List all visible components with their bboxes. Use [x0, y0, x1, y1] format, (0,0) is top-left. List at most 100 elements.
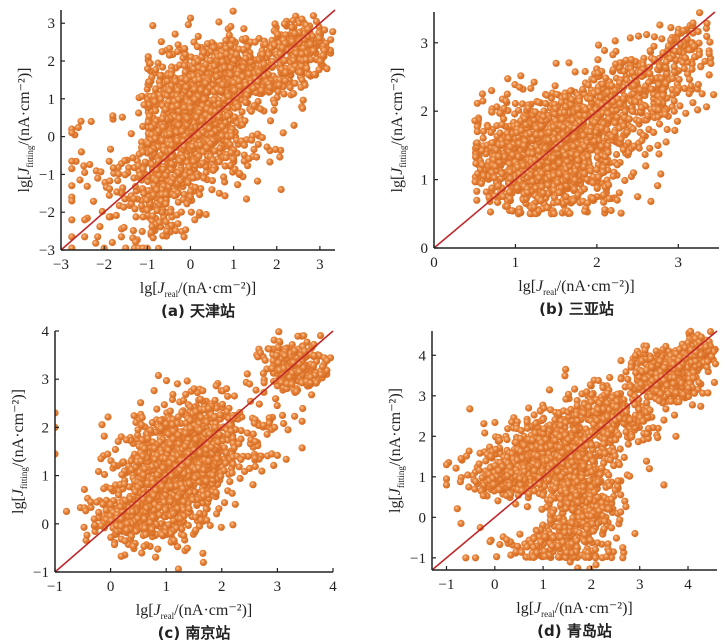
- scatter-point: [529, 178, 537, 186]
- scatter-point: [200, 95, 208, 103]
- scatter-point: [471, 178, 479, 186]
- scatter-point: [195, 75, 203, 83]
- scatter-point: [636, 69, 645, 77]
- scatter-point: [655, 98, 663, 106]
- scatter-point: [535, 147, 543, 155]
- scatter-point: [280, 20, 288, 28]
- scatter-point: [111, 445, 119, 454]
- scatter-point: [584, 81, 592, 89]
- scatter-point: [300, 35, 308, 44]
- scatter-point: [212, 382, 220, 390]
- scatter-point: [496, 109, 504, 117]
- scatter-point: [210, 44, 218, 52]
- scatter-point: [485, 193, 493, 201]
- scatter-point: [509, 151, 517, 159]
- scatter-point: [515, 83, 524, 91]
- scatter-point: [203, 40, 212, 48]
- scatter-point: [292, 49, 300, 57]
- scatter-point: [323, 65, 331, 73]
- scatter-point: [112, 211, 120, 219]
- scatter-point: [219, 81, 227, 89]
- scatter-point: [703, 19, 711, 27]
- scatter-point: [550, 135, 558, 144]
- scatter-point: [549, 154, 557, 162]
- scatter-point: [494, 182, 502, 190]
- scatter-point: [295, 39, 303, 48]
- scatter-point: [181, 171, 189, 179]
- scatter-point: [502, 97, 510, 105]
- scatter-point: [223, 50, 231, 58]
- scatter-point: [696, 9, 704, 17]
- scatter-point: [514, 163, 522, 171]
- scatter-point: [162, 377, 171, 385]
- scatter-point: [650, 33, 658, 41]
- scatter-point: [113, 188, 121, 196]
- scatter-point: [486, 208, 495, 216]
- scatter-point: [627, 55, 635, 64]
- scatter-point: [488, 184, 496, 192]
- scatter-point: [240, 141, 248, 149]
- scatter-point: [258, 50, 267, 59]
- scatter-point: [504, 75, 512, 83]
- scatter-point: [149, 191, 158, 199]
- y-tick-label: 3: [48, 16, 56, 32]
- scatter-point: [659, 86, 667, 94]
- scatter-point: [236, 82, 244, 90]
- scatter-point: [248, 136, 256, 144]
- scatter-point: [131, 205, 139, 213]
- scatter-point: [540, 107, 548, 115]
- scatter-point: [624, 139, 632, 147]
- scatter-point: [552, 59, 560, 67]
- scatter-point: [571, 176, 579, 184]
- scatter-point: [222, 44, 230, 52]
- scatter-point: [679, 27, 688, 35]
- scatter-point: [695, 51, 703, 59]
- scatter-point: [253, 177, 262, 185]
- scatter-point: [132, 213, 140, 221]
- chart-panel-c: −1 0 1 2 3 4−101234lg[Jreal/(nA·cm⁻²)]lg[Jfit…: [10, 324, 337, 640]
- scatter-point: [529, 163, 537, 171]
- scatter-point: [94, 467, 103, 476]
- scatter-point: [127, 130, 135, 138]
- scatter-point: [558, 115, 566, 123]
- scatter-point: [174, 220, 182, 228]
- scatter-point: [669, 74, 677, 82]
- scatter-point: [503, 90, 511, 98]
- scatter-point: [191, 95, 199, 103]
- scatter-point: [224, 392, 232, 400]
- scatter-point: [166, 130, 174, 138]
- scatter-point: [181, 68, 189, 76]
- scatter-point: [162, 190, 170, 198]
- scatter-point: [68, 244, 76, 250]
- scatter-point: [557, 98, 565, 106]
- scatter-point: [154, 371, 162, 380]
- scatter-point: [530, 78, 538, 86]
- scatter-point: [117, 233, 125, 241]
- scatter-point: [584, 152, 592, 160]
- scatter-point: [269, 62, 277, 70]
- scatter-point: [617, 135, 625, 143]
- scatter-point: [629, 125, 637, 133]
- scatter-point: [136, 171, 144, 179]
- scatter-point: [229, 7, 237, 15]
- scatter-point: [184, 521, 192, 529]
- scatter-point: [482, 188, 490, 196]
- scatter-point: [309, 47, 317, 55]
- scatter-point: [503, 202, 511, 210]
- x-tick-label: 3: [675, 255, 683, 271]
- scatter-point: [219, 58, 227, 66]
- scatter-point: [304, 25, 312, 33]
- scatter-point: [144, 172, 152, 180]
- scatter-point: [594, 173, 602, 181]
- scatter-point: [242, 98, 250, 106]
- scatter-point: [688, 65, 696, 73]
- scatter-point: [159, 165, 167, 173]
- scatter-point: [657, 74, 666, 82]
- y-tick-label: 3: [421, 36, 429, 52]
- scatter-point: [685, 90, 693, 98]
- scatter-point: [235, 463, 243, 471]
- scatter-point: [604, 103, 612, 111]
- scatter-point: [479, 172, 488, 180]
- scatter-point: [505, 160, 513, 168]
- scatter-point: [198, 117, 206, 125]
